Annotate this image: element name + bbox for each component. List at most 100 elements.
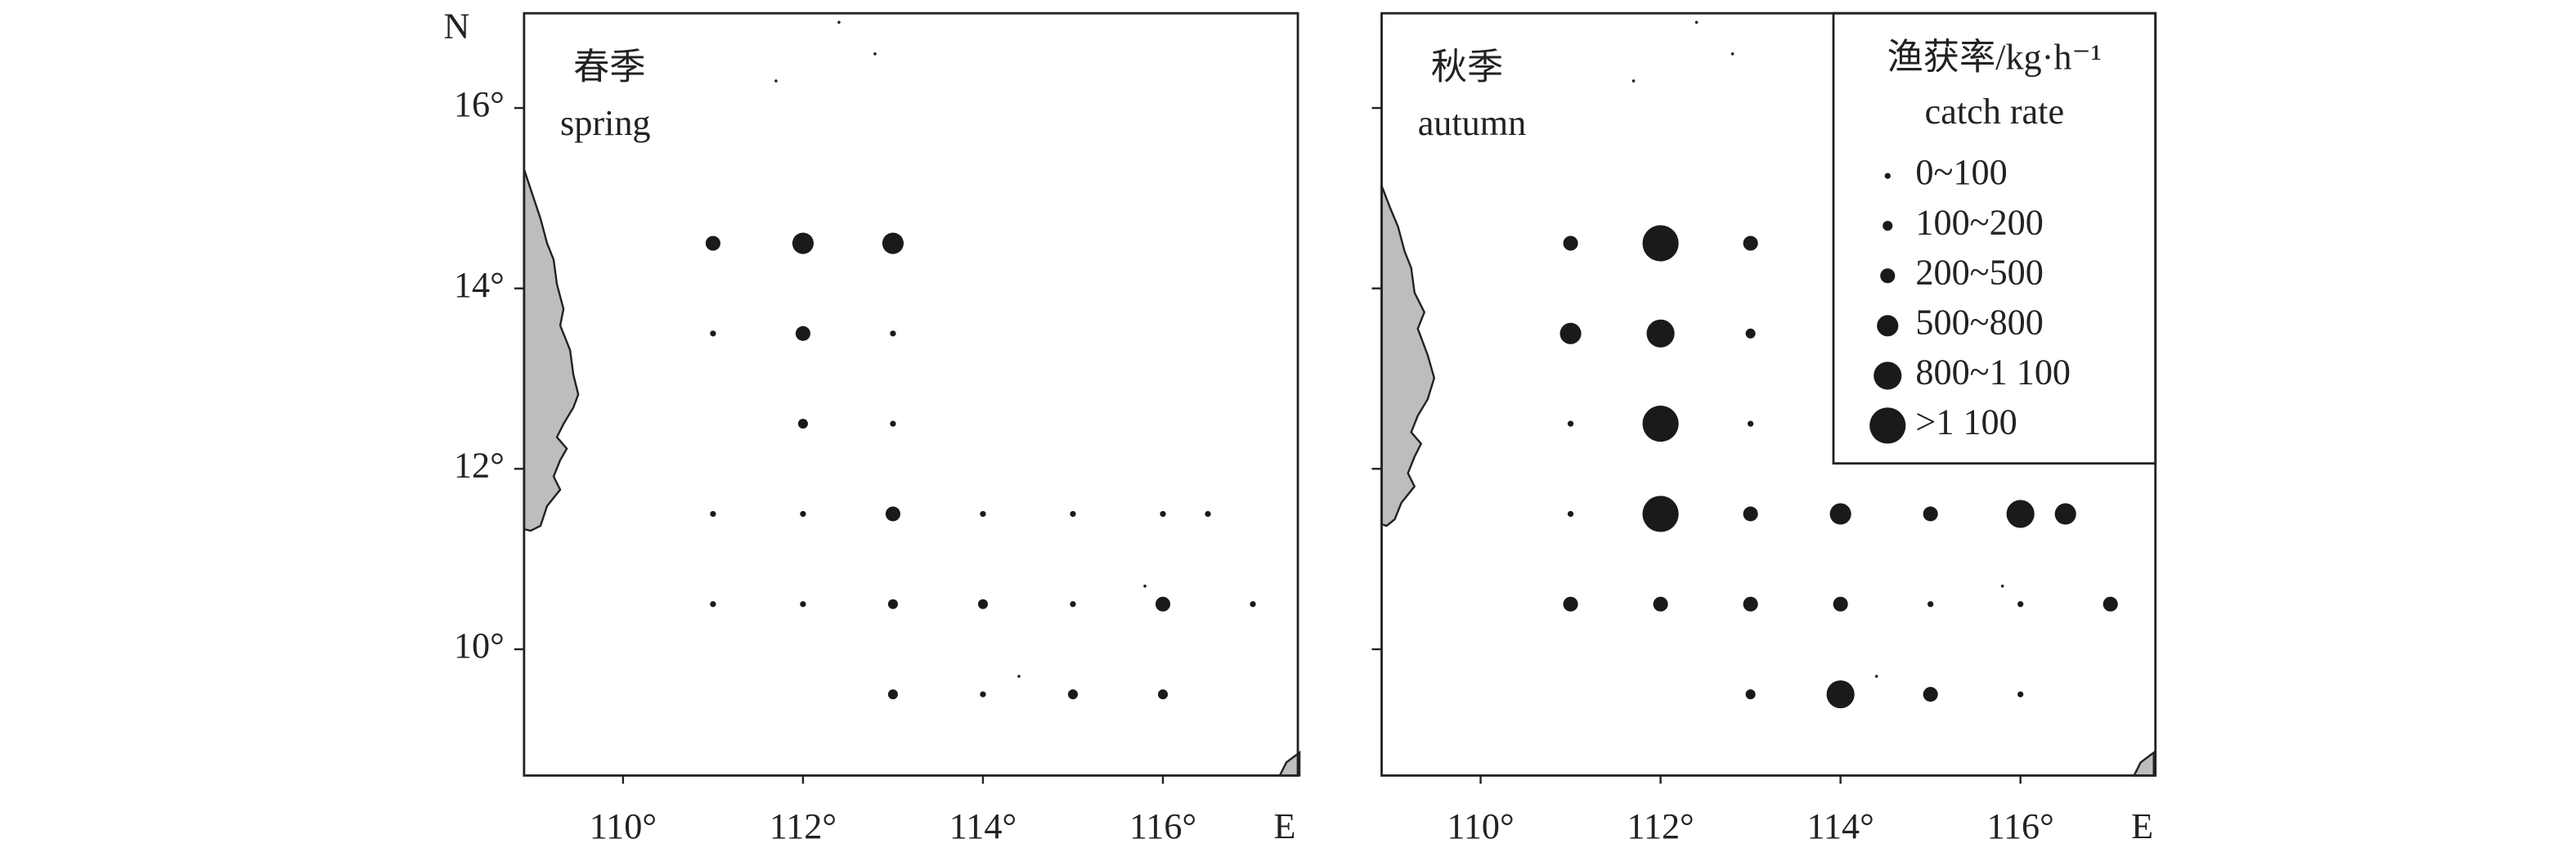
catch-point — [1928, 601, 1934, 608]
catch-point — [705, 236, 720, 251]
catch-point — [1923, 687, 1938, 702]
coastline — [1380, 185, 1436, 527]
catch-point — [792, 232, 814, 254]
catch-point — [1826, 680, 1855, 709]
catch-point — [1157, 689, 1169, 700]
legend-label: >1 100 — [1915, 402, 2017, 442]
catch-point — [1743, 236, 1758, 251]
catch-point — [710, 510, 716, 518]
x-tick-label: 112° — [770, 806, 837, 846]
catch-point — [2054, 503, 2076, 525]
legend-label: 100~200 — [1915, 202, 2043, 242]
x-axis-label: E — [2131, 806, 2153, 846]
catch-point — [1743, 596, 1758, 612]
island-speck — [1143, 584, 1147, 588]
catch-point — [2017, 691, 2024, 698]
x-tick-label: 110° — [590, 806, 657, 846]
catch-point — [980, 691, 986, 698]
coastline — [523, 168, 580, 532]
catch-point — [1642, 225, 1679, 262]
legend: 渔获率/kg·h⁻¹ catch rate 0~100 100~200 200~500 5… — [1832, 11, 2157, 465]
catch-point — [1563, 236, 1578, 251]
island-speck — [837, 20, 841, 25]
y-tick-label: 16° — [454, 84, 505, 124]
catch-point — [2103, 596, 2118, 612]
catch-point — [1250, 601, 1256, 608]
island-speck — [1631, 79, 1636, 83]
catch-point — [797, 419, 808, 429]
catch-point — [1070, 601, 1076, 608]
panel-frame — [523, 11, 1299, 777]
y-tick-label: 12° — [454, 445, 505, 485]
legend-symbol — [1877, 315, 1899, 337]
catch-point — [890, 330, 896, 337]
y-tick-label: 14° — [454, 265, 505, 305]
legend-symbol — [1869, 407, 1906, 444]
y-axis-label: N — [444, 6, 470, 46]
panel-title-en: spring — [560, 103, 650, 143]
catch-point — [890, 420, 896, 427]
y-tick-label: 10° — [454, 626, 505, 666]
x-tick-label: 112° — [1627, 806, 1694, 846]
legend-symbol — [1883, 221, 1893, 231]
catch-point — [710, 601, 716, 608]
catch-point — [800, 510, 806, 518]
island — [2132, 750, 2155, 777]
catch-point — [977, 599, 988, 609]
catch-point — [885, 506, 900, 522]
legend-label: 800~1 100 — [1915, 352, 2071, 393]
island-speck — [1017, 675, 1021, 678]
legend-title: 渔获率/kg·h⁻¹ — [1887, 38, 2102, 78]
catch-point — [1067, 689, 1079, 700]
x-tick-label: 116° — [1129, 806, 1196, 846]
catch-point — [887, 689, 898, 700]
catch-point — [980, 510, 986, 518]
catch-point — [1829, 503, 1851, 525]
catch-point — [1155, 596, 1171, 612]
x-axis-label: E — [1273, 806, 1295, 846]
catch-point — [1160, 510, 1166, 518]
catch-point — [1642, 406, 1679, 442]
catch-point — [800, 601, 806, 608]
catch-point — [1745, 689, 1756, 700]
island-speck — [1874, 675, 1878, 678]
catch-point — [1745, 328, 1756, 339]
x-tick-label: 114° — [949, 806, 1016, 846]
legend-symbol — [1874, 361, 1902, 390]
x-tick-label: 110° — [1447, 806, 1514, 846]
island-speck — [2000, 584, 2004, 588]
catch-point — [2006, 500, 2035, 528]
legend-label: 200~500 — [1915, 252, 2043, 292]
legend-symbol — [1880, 268, 1896, 284]
panel-title-en: autumn — [1418, 103, 1527, 143]
catch-point — [1567, 420, 1574, 427]
catch-point — [1833, 596, 1848, 612]
catch-point — [1567, 510, 1574, 518]
panel-title-cn: 秋季 — [1431, 47, 1503, 87]
catch-point — [1205, 510, 1211, 518]
catch-point — [795, 325, 810, 341]
legend-symbol — [1884, 173, 1891, 179]
legend-label: 0~100 — [1915, 152, 2007, 192]
catch-point — [1646, 319, 1675, 348]
catch-point — [1653, 596, 1668, 612]
legend-label: 500~800 — [1915, 302, 2043, 342]
autumn-panel: 110° 112° 114° 116° E 秋季 autumn 渔获率/kg·h⁻¹ catch… — [1371, 11, 2157, 846]
island-speck — [1694, 20, 1699, 25]
catch-point — [1747, 420, 1754, 427]
panel-title-cn: 春季 — [573, 47, 645, 87]
catch-point — [887, 599, 898, 609]
catch-point — [1642, 496, 1679, 532]
catch-point — [1743, 506, 1758, 522]
catch-point — [882, 232, 904, 254]
spring-panel: 10° 12° 14° 16° 110° 112° 114° 116° E N 春季 spring — [444, 6, 1301, 846]
catch-point — [1923, 506, 1938, 522]
island-speck — [774, 79, 778, 83]
island-speck — [1730, 52, 1735, 56]
x-tick-label: 114° — [1806, 806, 1874, 846]
legend-subtitle: catch rate — [1925, 92, 2064, 132]
x-tick-label: 116° — [1987, 806, 2054, 846]
catch-point — [1563, 596, 1578, 612]
